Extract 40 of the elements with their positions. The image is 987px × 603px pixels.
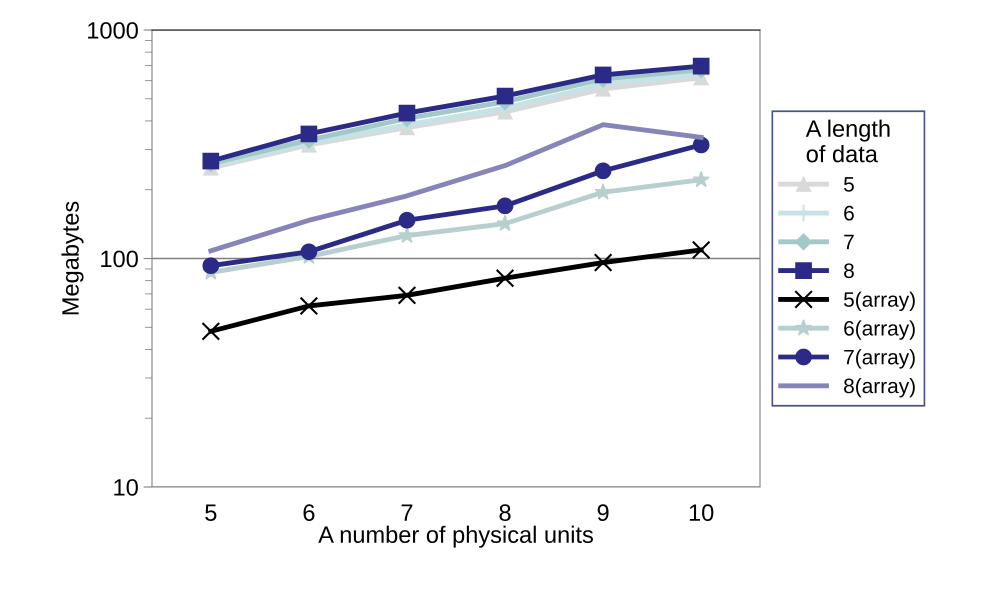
y-tick-label: 1000 [88, 22, 138, 39]
x-tick-label: 6 [304, 504, 314, 522]
point [594, 66, 612, 84]
point [692, 136, 710, 154]
point [201, 322, 220, 341]
legend-label: 8 [844, 263, 854, 278]
x-tick-label: 5 [205, 504, 216, 522]
point [594, 253, 612, 272]
point [496, 88, 514, 104]
legend-label: 6(array) [844, 320, 915, 340]
point [300, 243, 318, 260]
legend-label: 6 [844, 206, 854, 221]
legend-title: A length of data [806, 120, 890, 162]
point [692, 58, 710, 74]
point [398, 212, 416, 229]
point [202, 152, 220, 170]
point [692, 170, 710, 188]
legend-label: 5 [844, 177, 854, 192]
point [398, 104, 416, 122]
y-tick-label: 100 [101, 250, 138, 268]
x-tick-label: 8 [499, 504, 511, 522]
y-tick-label: 10 [114, 479, 138, 496]
x-tick-label: 10 [690, 504, 714, 522]
point [496, 268, 514, 288]
legend-label: 7(array) [844, 349, 915, 369]
point [496, 198, 514, 214]
point [300, 126, 318, 142]
x-axis-title: A number of physical units [318, 526, 593, 548]
y-axis-title: Megabytes [62, 202, 84, 314]
x-tick-label: 9 [598, 504, 609, 522]
point [300, 296, 318, 316]
point [398, 286, 416, 305]
point [594, 162, 612, 180]
legend-label: 7 [844, 234, 854, 250]
x-tick-label: 7 [402, 504, 412, 521]
point [398, 226, 416, 243]
legend-label: 8(array) [844, 378, 915, 398]
point [692, 240, 711, 260]
legend-label: 5(array) [844, 292, 915, 312]
point [202, 257, 220, 274]
